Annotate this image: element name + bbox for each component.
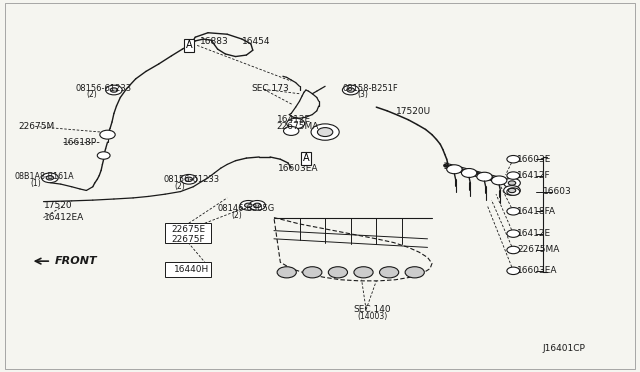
Text: 16412E: 16412E	[517, 229, 551, 238]
Text: 08156-61233: 08156-61233	[76, 84, 132, 93]
Circle shape	[504, 186, 520, 195]
Circle shape	[277, 267, 296, 278]
Text: SEC.173: SEC.173	[251, 84, 289, 93]
Text: FRONT: FRONT	[54, 256, 97, 266]
Text: (2): (2)	[86, 90, 97, 99]
Circle shape	[447, 165, 462, 174]
Circle shape	[303, 267, 322, 278]
Text: A: A	[186, 41, 192, 50]
Circle shape	[507, 230, 520, 237]
Circle shape	[342, 85, 359, 95]
Text: 22675MA: 22675MA	[517, 246, 559, 254]
Circle shape	[46, 176, 54, 180]
Text: 16603EA: 16603EA	[517, 266, 557, 275]
Text: J16401CP: J16401CP	[543, 344, 586, 353]
Circle shape	[508, 188, 516, 193]
Circle shape	[311, 124, 339, 140]
Circle shape	[328, 267, 348, 278]
Text: 16603EA: 16603EA	[278, 164, 319, 173]
Text: 16618P: 16618P	[63, 138, 97, 147]
Text: SEC.140: SEC.140	[353, 305, 391, 314]
Bar	[165, 223, 211, 243]
Text: 16454: 16454	[242, 37, 271, 46]
Text: 22675E: 22675E	[172, 225, 205, 234]
Circle shape	[492, 176, 507, 185]
Circle shape	[100, 130, 115, 139]
Circle shape	[317, 128, 333, 137]
Circle shape	[504, 178, 520, 188]
Circle shape	[507, 155, 520, 163]
Circle shape	[380, 267, 399, 278]
Text: 08146-6305G: 08146-6305G	[218, 204, 275, 213]
Circle shape	[287, 118, 305, 129]
Circle shape	[507, 172, 520, 179]
Circle shape	[354, 267, 373, 278]
Text: (2): (2)	[174, 182, 185, 190]
Text: 22675F: 22675F	[172, 235, 205, 244]
Text: 16440H: 16440H	[174, 265, 209, 274]
Circle shape	[244, 203, 252, 208]
Text: (14003): (14003)	[357, 312, 387, 321]
Text: 08156-61233: 08156-61233	[163, 175, 220, 184]
Text: (3): (3)	[357, 90, 368, 99]
Text: 16603E: 16603E	[517, 155, 552, 164]
Circle shape	[97, 152, 110, 159]
Text: 08B1A8-B161A: 08B1A8-B161A	[14, 172, 74, 181]
Text: (1): (1)	[31, 179, 42, 187]
Circle shape	[507, 208, 520, 215]
Circle shape	[284, 126, 299, 135]
Circle shape	[249, 201, 266, 210]
Circle shape	[240, 201, 257, 210]
Text: 22675M: 22675M	[18, 122, 54, 131]
Circle shape	[347, 88, 355, 92]
Text: 16418FA: 16418FA	[517, 207, 556, 216]
Text: 17520: 17520	[44, 201, 72, 210]
Text: 16603: 16603	[543, 187, 572, 196]
Circle shape	[253, 203, 261, 208]
Text: 22675MA: 22675MA	[276, 122, 319, 131]
Text: 16883: 16883	[200, 37, 228, 46]
Circle shape	[477, 172, 492, 181]
Circle shape	[42, 173, 58, 183]
Circle shape	[405, 267, 424, 278]
Text: 16412F: 16412F	[517, 171, 551, 180]
Text: A: A	[303, 153, 309, 163]
Circle shape	[507, 267, 520, 275]
Circle shape	[507, 246, 520, 254]
Text: (2): (2)	[232, 211, 243, 219]
Circle shape	[106, 85, 122, 95]
Circle shape	[507, 188, 520, 195]
Bar	[165, 262, 211, 277]
Circle shape	[180, 174, 197, 184]
Circle shape	[461, 169, 477, 177]
Circle shape	[508, 181, 516, 185]
Text: 16412E: 16412E	[276, 115, 310, 124]
Text: 08158-B251F: 08158-B251F	[342, 84, 398, 93]
Text: 16412EA: 16412EA	[44, 213, 84, 222]
Circle shape	[185, 177, 193, 182]
Circle shape	[110, 88, 118, 92]
Text: 17520U: 17520U	[396, 107, 431, 116]
